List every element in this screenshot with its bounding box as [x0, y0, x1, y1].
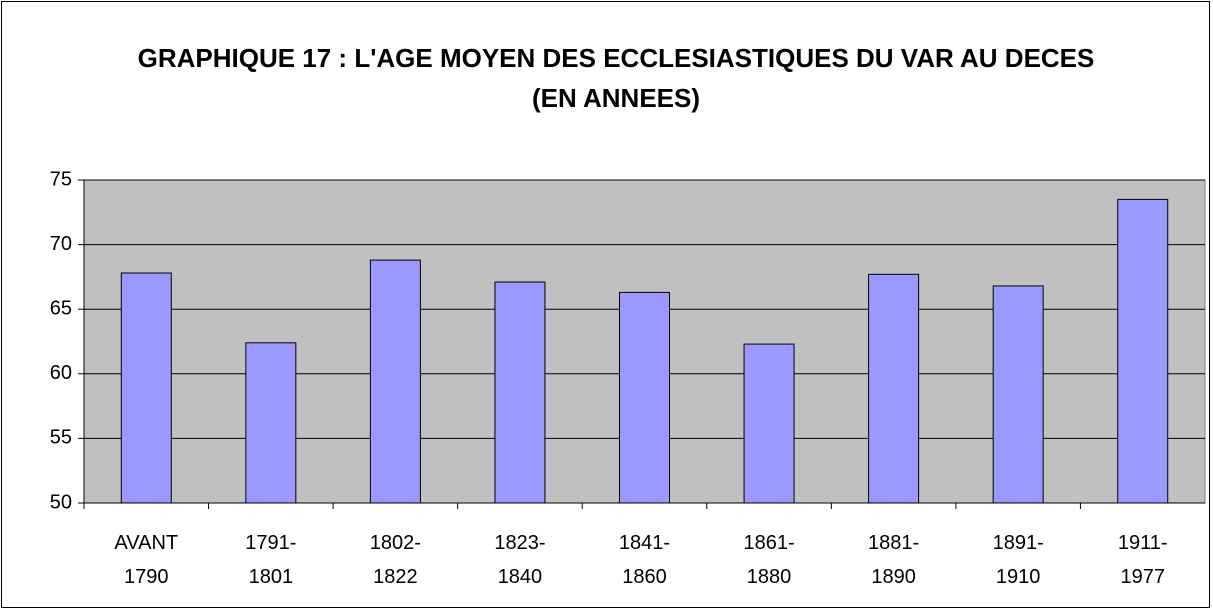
- bar: [1117, 198, 1169, 504]
- y-tick-label: 65: [50, 297, 72, 319]
- bar: [868, 273, 920, 504]
- x-tick-label: 1802- 1822: [369, 532, 421, 588]
- x-tick-label: 1881- 1890: [868, 532, 920, 588]
- chart-title: GRAPHIQUE 17 : L'AGE MOYEN DES ECCLESIAS…: [137, 43, 1095, 113]
- y-tick-label: 60: [50, 362, 72, 384]
- bar: [743, 343, 795, 504]
- y-tick-label: 55: [50, 427, 72, 449]
- bar: [619, 291, 670, 504]
- x-tick-label: 1861- 1880: [743, 532, 795, 588]
- bar: [992, 285, 1044, 504]
- x-tick-label: 1891- 1910: [992, 532, 1044, 588]
- y-tick-label: 50: [50, 491, 72, 513]
- y-tick-label: 70: [50, 233, 72, 255]
- x-tick-label: 1841- 1860: [618, 532, 671, 588]
- x-tick-label: 1823- 1840: [494, 532, 546, 588]
- bar: [369, 259, 421, 504]
- bar: [120, 272, 172, 504]
- x-tick-label: 1911- 1977: [1117, 532, 1168, 588]
- x-tick-label: AVANT 1790: [114, 532, 179, 588]
- y-tick-label: 75: [50, 168, 72, 190]
- bar: [245, 342, 297, 504]
- bar: [494, 281, 546, 504]
- x-tick-label: 1791- 1801: [245, 532, 297, 588]
